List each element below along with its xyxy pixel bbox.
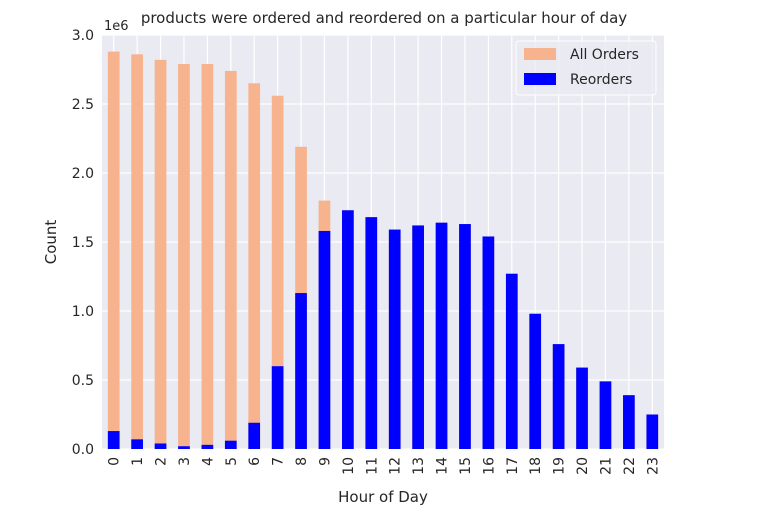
- x-tick-label: 21: [598, 457, 614, 475]
- y-tick-labels: 0.0 0.5 1.0 1.5 2.0 2.5 3.0: [72, 28, 94, 458]
- bar-all-orders: [201, 63, 214, 449]
- x-tick-label: 20: [575, 457, 591, 475]
- y-tick-label: 1.0: [72, 304, 94, 320]
- chart-title: products were ordered and reordered on a…: [141, 9, 627, 27]
- x-axis-label: Hour of Day: [338, 488, 428, 506]
- bar-all-orders: [178, 63, 190, 449]
- bar-reorders: [131, 439, 143, 449]
- y-tick-label: 2.0: [72, 166, 94, 182]
- y-tick-label: 0.5: [72, 373, 94, 389]
- x-tick-label: 3: [177, 457, 193, 466]
- x-tick-label: 12: [388, 457, 404, 475]
- bar-reorders: [271, 366, 284, 449]
- bar-all-orders: [131, 54, 143, 449]
- bar-reorders: [482, 236, 495, 449]
- bar-reorders: [529, 313, 542, 449]
- y-tick-label: 1.5: [72, 235, 94, 251]
- bars: [107, 51, 659, 450]
- bar-reorders: [576, 367, 588, 449]
- x-tick-label: 10: [341, 457, 357, 475]
- x-tick-label: 6: [247, 457, 263, 466]
- x-tick-label: 9: [317, 457, 333, 466]
- bar-reorders: [412, 225, 424, 449]
- y-tick-label: 0.0: [72, 442, 94, 458]
- x-tick-label: 15: [458, 457, 474, 475]
- x-tick-label: 5: [224, 457, 240, 466]
- legend-label-reorders: Reorders: [570, 72, 632, 88]
- x-tick-label: 4: [200, 457, 216, 466]
- x-tick-label: 17: [505, 457, 521, 475]
- y-offset-label: 1e6: [104, 19, 129, 34]
- x-tick-label: 13: [411, 457, 427, 475]
- x-tick-label: 19: [552, 457, 568, 475]
- y-axis-label: Count: [42, 220, 60, 265]
- bar-all-orders: [248, 83, 261, 450]
- bar-reorders: [224, 440, 237, 449]
- bar-all-orders: [107, 51, 120, 450]
- bar-reorders: [154, 443, 167, 449]
- bar-reorders: [248, 422, 261, 449]
- bar-reorders: [365, 217, 378, 449]
- legend-swatch-reorders: [524, 73, 556, 85]
- legend-swatch-all-orders: [524, 48, 556, 60]
- x-tick-label: 23: [645, 457, 661, 475]
- bar-reorders: [435, 222, 448, 449]
- bar-reorders: [178, 446, 190, 449]
- bar-reorders: [388, 229, 401, 449]
- x-tick-label: 7: [271, 457, 287, 466]
- x-tick-label: 2: [154, 457, 170, 466]
- x-tick-label: 8: [294, 457, 310, 466]
- bar-all-orders: [154, 59, 167, 450]
- bar-all-orders: [224, 70, 237, 449]
- x-tick-label: 0: [107, 457, 123, 466]
- y-tick-label: 2.5: [72, 97, 94, 113]
- bar-all-orders: [271, 95, 284, 449]
- bar-reorders: [201, 444, 214, 449]
- bar-reorders: [459, 224, 471, 449]
- x-tick-label: 14: [435, 457, 451, 475]
- bar-reorders: [505, 273, 518, 449]
- x-tick-label: 18: [528, 457, 544, 475]
- y-tick-label: 3.0: [72, 28, 94, 44]
- x-tick-label: 22: [622, 457, 638, 475]
- bar-reorders: [552, 344, 565, 449]
- bar-reorders: [342, 210, 354, 449]
- bar-reorders: [107, 431, 120, 449]
- legend-label-all-orders: All Orders: [570, 47, 639, 63]
- bar-reorders: [318, 230, 331, 449]
- x-tick-label: 1: [130, 457, 146, 466]
- bar-reorders: [623, 395, 635, 449]
- x-tick-labels: 0 1 2 3 4 5 6 7 8 9 10 11 12 13 14 15 16 17 18 19 20 21 22 23: [107, 457, 662, 475]
- x-tick-label: 11: [364, 457, 380, 475]
- x-tick-label: 16: [481, 457, 497, 475]
- bar-reorders: [646, 414, 659, 449]
- bar-reorders: [295, 293, 307, 449]
- legend: All Orders Reorders: [515, 40, 657, 96]
- bar-reorders: [599, 381, 612, 449]
